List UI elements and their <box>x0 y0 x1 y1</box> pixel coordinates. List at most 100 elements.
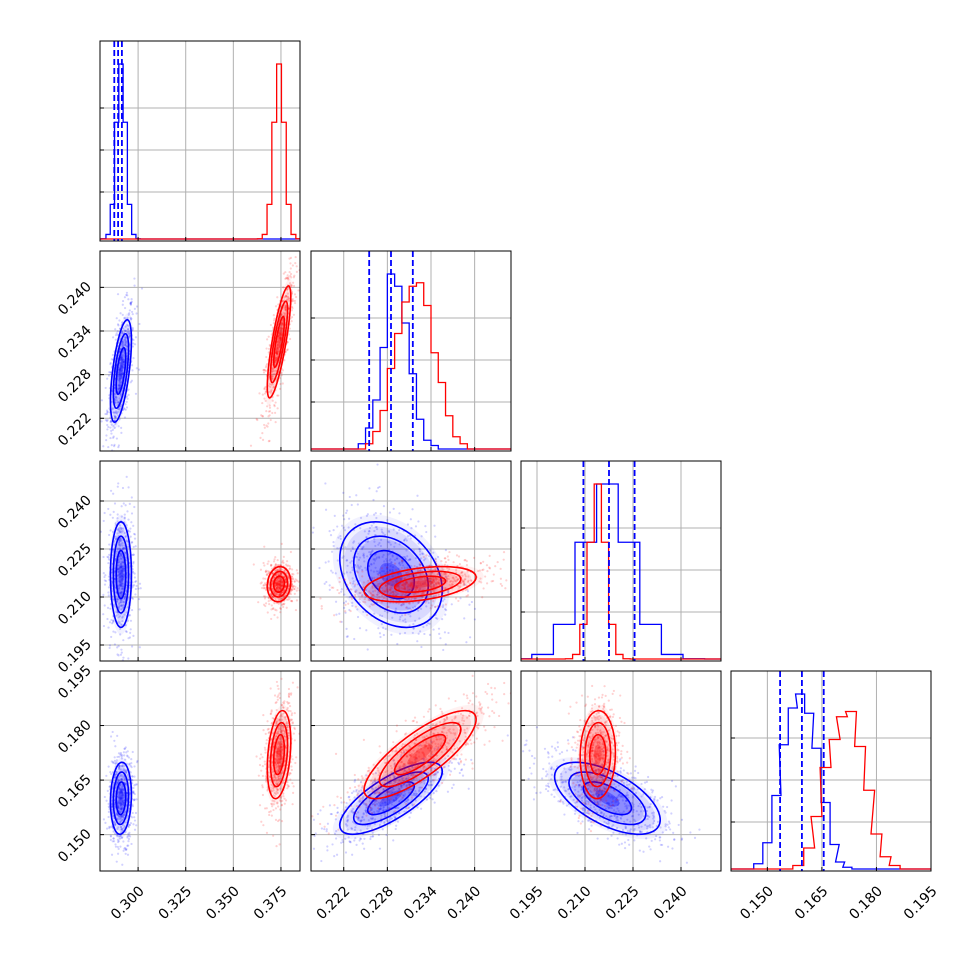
scatter-point <box>264 369 268 372</box>
scatter-point <box>125 771 128 774</box>
scatter-point <box>123 513 126 516</box>
scatter-point <box>345 509 349 512</box>
scatter-point <box>375 570 378 573</box>
scatter-point <box>109 489 113 492</box>
scatter-point <box>444 572 447 575</box>
scatter-point <box>271 716 274 720</box>
scatter-point <box>114 395 118 399</box>
scatter-point <box>129 764 132 767</box>
scatter-point <box>463 583 467 586</box>
scatter-point <box>114 410 118 413</box>
scatter-point <box>123 747 126 751</box>
scatter-point <box>459 585 462 588</box>
scatter-point <box>286 564 289 567</box>
scatter-point <box>109 371 112 374</box>
scatter-point <box>118 814 121 818</box>
scatter-point <box>126 316 129 319</box>
scatter-point <box>259 753 263 756</box>
scatter-point <box>393 562 397 565</box>
scatter-point <box>125 475 128 478</box>
scatter-point <box>275 352 278 355</box>
scatter-point <box>275 587 278 590</box>
scatter-point <box>123 575 126 578</box>
scatter-point <box>128 332 131 335</box>
scatter-point <box>284 585 287 588</box>
scatter-point <box>276 578 279 581</box>
scatter-point <box>122 569 125 572</box>
scatter-point <box>404 613 407 616</box>
scatter-point <box>124 329 127 333</box>
scatter-point <box>294 585 297 588</box>
scatter-point <box>117 766 121 769</box>
scatter-point <box>461 580 464 583</box>
scatter-point <box>385 558 388 561</box>
scatter-point <box>123 335 127 339</box>
scatter-point <box>121 582 124 585</box>
scatter-point <box>275 758 278 761</box>
scatter-point <box>277 769 280 772</box>
scatter-point <box>121 791 124 794</box>
scatter-point <box>279 737 282 740</box>
scatter-point <box>261 786 264 789</box>
scatter-point <box>408 558 411 561</box>
scatter-point <box>403 539 406 542</box>
scatter-point <box>123 754 126 757</box>
scatter-point <box>114 554 118 558</box>
scatter-point <box>119 816 122 819</box>
scatter-point <box>118 787 121 791</box>
scatter-point <box>387 570 390 574</box>
scatter-point <box>283 296 286 299</box>
scatter-point <box>118 377 121 380</box>
scatter-point <box>432 584 436 587</box>
scatter-point <box>120 565 123 569</box>
scatter-point <box>121 575 125 578</box>
scatter-point <box>265 424 268 427</box>
scatter-point <box>352 540 356 543</box>
scatter-point <box>380 601 383 604</box>
scatter-point <box>116 838 120 841</box>
scatter-point <box>290 712 294 715</box>
scatter-point <box>278 336 282 339</box>
scatter-point <box>362 581 365 584</box>
scatter-point <box>396 592 399 595</box>
scatter-point <box>134 545 137 548</box>
scatter-point <box>116 547 120 550</box>
scatter-point <box>116 834 119 838</box>
scatter-point <box>278 766 281 769</box>
scatter-point <box>264 577 267 580</box>
contour-line <box>112 535 130 614</box>
scatter-point <box>421 583 424 586</box>
panel-frame <box>99 250 301 452</box>
scatter-point <box>116 568 120 571</box>
scatter-point <box>281 382 284 385</box>
scatter-point <box>120 355 123 358</box>
scatter-point <box>128 614 132 617</box>
scatter-point <box>100 420 103 423</box>
scatter-point <box>121 340 124 343</box>
scatter-point <box>413 579 416 582</box>
scatter-point <box>396 532 399 535</box>
scatter-point <box>119 601 122 604</box>
contour-line <box>115 781 127 816</box>
scatter-point <box>275 732 279 735</box>
scatter-point <box>437 627 441 630</box>
scatter-point <box>124 821 127 824</box>
scatter-point <box>403 577 406 580</box>
scatter-point <box>285 708 289 711</box>
scatter-point <box>124 343 127 347</box>
scatter-point <box>277 577 280 581</box>
scatter-point <box>132 799 135 802</box>
scatter-point <box>408 558 412 561</box>
scatter-point <box>287 587 290 590</box>
scatter-point <box>275 751 278 755</box>
scatter-point <box>287 785 290 788</box>
density-fill <box>109 514 133 635</box>
scatter-point <box>393 592 396 595</box>
scatter-point <box>281 322 285 326</box>
scatter-point <box>280 746 283 749</box>
scatter-point <box>281 769 285 772</box>
scatter-point <box>128 762 131 765</box>
scatter-point <box>118 601 121 604</box>
scatter-point <box>262 584 265 587</box>
scatter-point <box>485 582 489 585</box>
